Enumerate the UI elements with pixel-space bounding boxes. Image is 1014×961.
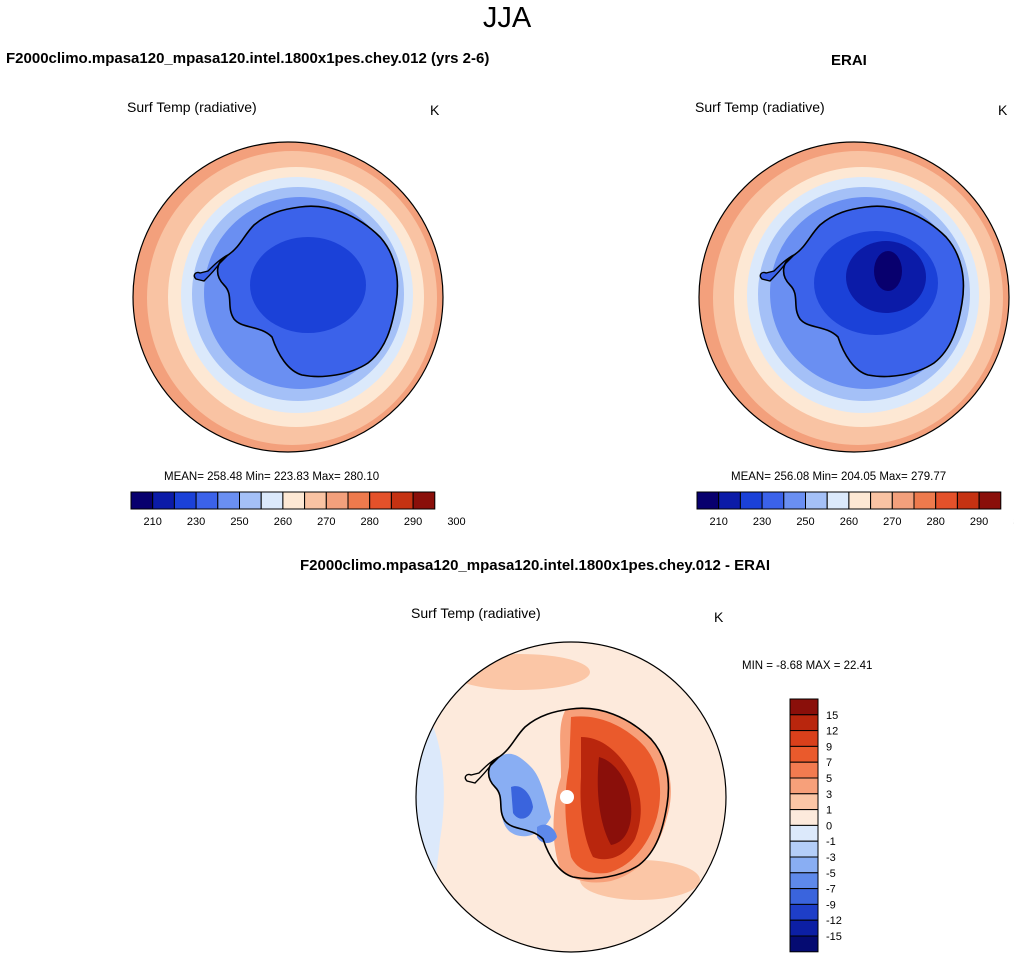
- obs-colorbar-cell: [761, 491, 785, 510]
- obs-units-label: K: [998, 102, 1008, 118]
- diff-colorbar-tick: 12: [826, 726, 838, 738]
- diff-colorbar-tick: -12: [826, 915, 842, 927]
- model-colorbar: 210 230 250 260 270 280 290 300: [130, 491, 466, 528]
- diff-colorbar-tick: -9: [826, 899, 836, 911]
- model-colorbar-cell: [217, 491, 241, 510]
- model-colorbar-cell: [152, 491, 175, 510]
- model-panel-title: F2000climo.mpasa120_mpasa120.intel.1800x…: [6, 50, 490, 67]
- diff-colorbar-tick: 7: [826, 757, 832, 769]
- model-colorbar-tick: 230: [187, 516, 205, 528]
- diff-colorbar-tick: -7: [826, 884, 836, 896]
- model-colorbar-cell: [173, 491, 197, 510]
- diff-colorbar-tick: -3: [826, 852, 836, 864]
- model-colorbar-cell: [195, 491, 219, 510]
- model-map: [132, 141, 444, 453]
- model-colorbar-tick: 290: [404, 516, 422, 528]
- diff-colorbar-tick: -5: [826, 868, 836, 880]
- diff-colorbar-cell: [789, 777, 819, 795]
- model-colorbar-cell: [130, 491, 154, 510]
- model-colorbar-cell: [347, 491, 371, 510]
- diff-colorbar-cell: [789, 698, 819, 716]
- model-colorbar-tick: 260: [274, 516, 292, 528]
- diff-colorbar-cell: [789, 809, 819, 826]
- model-colorbar-cell: [239, 491, 262, 510]
- diff-colorbar-cell: [789, 872, 819, 890]
- diff-colorbar-cell: [789, 793, 819, 811]
- diff-colorbar-cell: [789, 761, 819, 779]
- pole-marker: [560, 790, 574, 804]
- model-units-label: K: [430, 102, 440, 118]
- obs-colorbar-cell: [913, 491, 937, 510]
- diff-colorbar-cell: [789, 919, 819, 937]
- diff-colorbar: 15 12 9 7 5 3 1 0 -1 -3 -5 -7 -9 -12 -15: [789, 698, 842, 953]
- diff-colorbar-cell: [789, 903, 819, 921]
- model-colorbar-cell: [304, 491, 327, 510]
- model-colorbar-tick: 280: [361, 516, 379, 528]
- obs-colorbar-cell: [696, 491, 720, 510]
- diff-map: [415, 641, 727, 953]
- diff-colorbar-cell: [789, 730, 819, 747]
- diff-colorbar-cell: [789, 935, 819, 953]
- obs-colorbar-cell: [805, 491, 828, 510]
- obs-colorbar-cell: [956, 491, 980, 510]
- diff-stats: MIN = -8.68 MAX = 22.41: [742, 660, 873, 672]
- obs-colorbar-cell: [783, 491, 806, 510]
- diff-colorbar-cell: [789, 856, 819, 874]
- obs-colorbar-cell: [848, 491, 872, 510]
- obs-colorbar-tick: 250: [796, 516, 814, 528]
- obs-colorbar-cell: [935, 491, 958, 510]
- diff-colorbar-cell: [789, 840, 819, 858]
- obs-colorbar-cell: [718, 491, 741, 510]
- model-colorbar-cell: [260, 491, 284, 510]
- model-variable-label: Surf Temp (radiative): [127, 99, 257, 115]
- diff-colorbar-tick: 0: [826, 820, 832, 832]
- diff-colorbar-cell: [789, 714, 819, 732]
- diff-colorbar-cell: [789, 888, 819, 905]
- model-colorbar-tick: 270: [317, 516, 335, 528]
- diff-colorbar-cell: [789, 824, 819, 842]
- diff-colorbar-tick: 5: [826, 773, 832, 785]
- diff-colorbar-tick: 15: [826, 710, 838, 722]
- model-colorbar-cell: [412, 491, 436, 510]
- obs-colorbar-cell: [891, 491, 915, 510]
- obs-colorbar-tick: 210: [710, 516, 728, 528]
- figure-title: JJA: [482, 2, 532, 34]
- obs-colorbar-tick: 260: [840, 516, 858, 528]
- obs-colorbar-cell: [739, 491, 763, 510]
- obs-colorbar-tick: 280: [927, 516, 945, 528]
- obs-colorbar-tick: 270: [883, 516, 901, 528]
- diff-colorbar-tick: 9: [826, 741, 832, 753]
- obs-colorbar-tick: 230: [753, 516, 771, 528]
- model-colorbar-cell: [369, 491, 392, 510]
- obs-colorbar-cell: [978, 491, 1002, 510]
- obs-variable-label: Surf Temp (radiative): [695, 99, 825, 115]
- model-colorbar-tick: 250: [230, 516, 248, 528]
- obs-map: [698, 141, 1010, 453]
- diff-colorbar-tick: -15: [826, 931, 842, 943]
- diff-colorbar-cell: [789, 745, 819, 763]
- obs-colorbar-tick: 290: [970, 516, 988, 528]
- diff-colorbar-tick: 3: [826, 789, 832, 801]
- diff-units-label: K: [714, 609, 724, 625]
- obs-panel-title: ERAI: [831, 52, 867, 69]
- obs-colorbar-cell: [870, 491, 893, 510]
- diff-panel-title: F2000climo.mpasa120_mpasa120.intel.1800x…: [300, 557, 771, 574]
- diff-colorbar-tick: 1: [826, 805, 832, 817]
- model-colorbar-cell: [325, 491, 349, 510]
- diff-variable-label: Surf Temp (radiative): [411, 605, 541, 621]
- model-colorbar-cell: [390, 491, 414, 510]
- model-colorbar-tick: 210: [144, 516, 162, 528]
- obs-stats: MEAN= 256.08 Min= 204.05 Max= 279.77: [731, 471, 947, 483]
- obs-colorbar-cell: [826, 491, 850, 510]
- model-colorbar-tick: 300: [447, 516, 465, 528]
- diff-colorbar-tick: -1: [826, 836, 836, 848]
- model-stats: MEAN= 258.48 Min= 223.83 Max= 280.10: [164, 471, 380, 483]
- model-colorbar-cell: [282, 491, 306, 510]
